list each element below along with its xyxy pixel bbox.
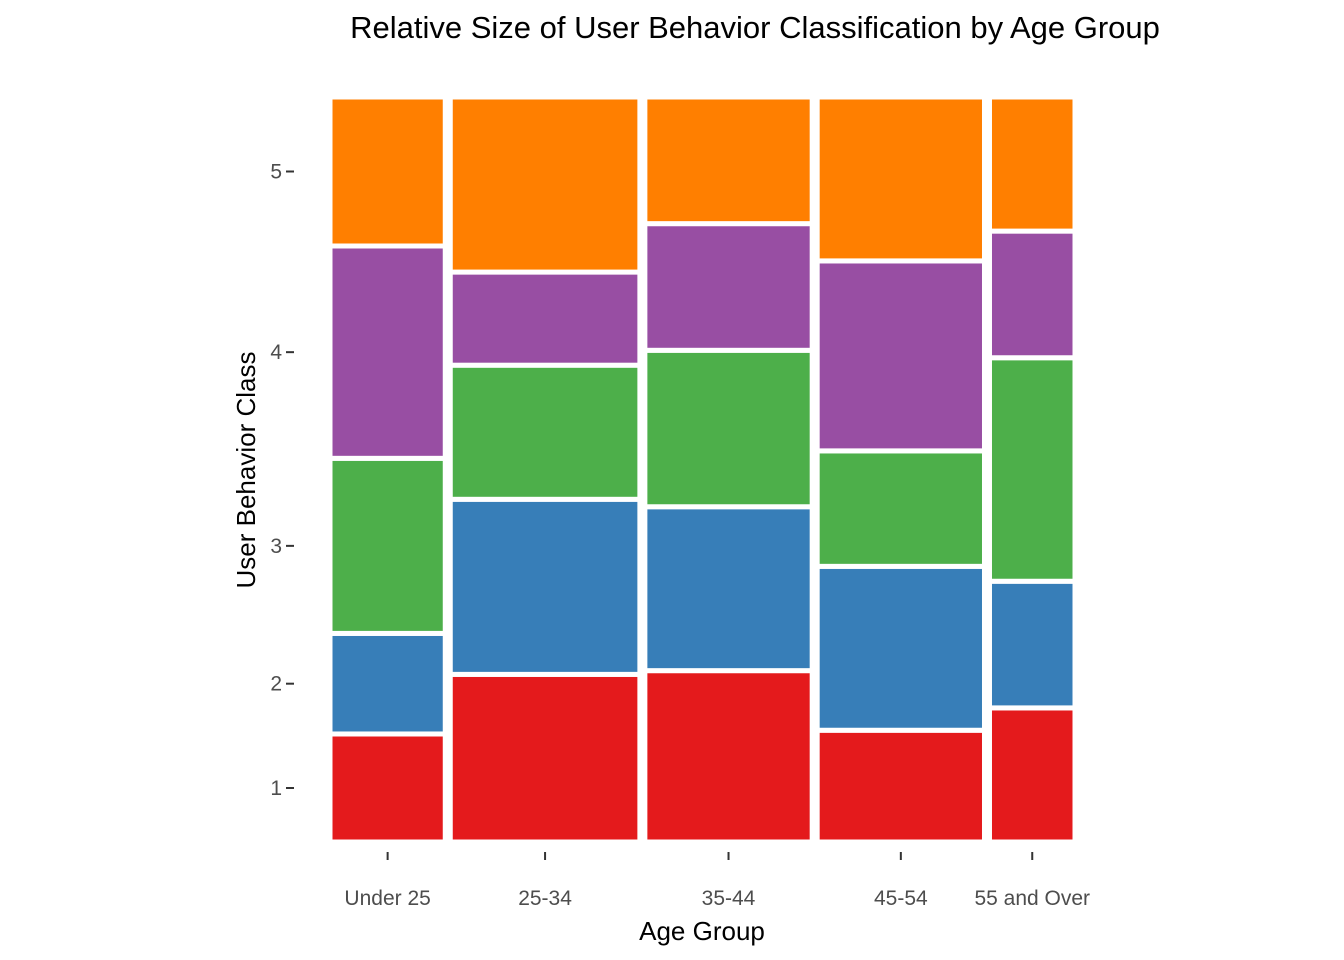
y-tick-label: 1 <box>270 777 282 800</box>
mosaic-tile <box>447 362 643 502</box>
mosaic-tile <box>327 455 448 636</box>
mosaic-tile <box>642 668 815 845</box>
mosaic-tile <box>642 504 815 674</box>
mosaic-tile <box>447 496 643 677</box>
mosaic-tile <box>814 258 987 454</box>
y-axis-title: User Behavior Class <box>231 352 261 589</box>
y-axis: 1 2 3 4 5 <box>270 161 294 800</box>
x-axis: Under 25 25-34 35-44 45-54 55 and Over <box>344 852 1090 910</box>
mosaic-tile <box>642 347 815 510</box>
x-tick-label: 35-44 <box>702 887 756 910</box>
mosaic-tile <box>447 671 643 845</box>
mosaic-tile <box>327 243 448 461</box>
mosaic-tile <box>447 94 643 275</box>
mosaic-tile <box>642 221 815 353</box>
mosaic-tile <box>814 448 987 569</box>
mosaic-tile <box>986 705 1078 845</box>
mosaic-tile <box>814 727 987 845</box>
x-tick-label: 55 and Over <box>974 887 1090 910</box>
x-tick-label: 45-54 <box>874 887 928 910</box>
mosaic-tile <box>814 563 987 733</box>
mosaic-tile <box>642 94 815 227</box>
y-tick-label: 3 <box>270 535 282 558</box>
mosaic-tile <box>327 731 448 845</box>
x-tick-label: Under 25 <box>344 887 430 910</box>
x-tick-label: 25-34 <box>518 887 572 910</box>
mosaic-tile <box>327 94 448 249</box>
x-axis-title: Age Group <box>639 916 765 946</box>
mosaic-tile <box>814 94 987 264</box>
y-tick-label: 2 <box>270 673 282 696</box>
mosaic-tile <box>986 355 1078 584</box>
y-tick-label: 4 <box>270 341 282 364</box>
mosaic-tile <box>986 228 1078 361</box>
y-tick-label: 5 <box>270 161 282 184</box>
mosaic-tile <box>327 630 448 737</box>
mosaic-tile <box>986 94 1078 234</box>
mosaic-tile <box>447 269 643 368</box>
mosaic-tiles <box>327 94 1078 845</box>
mosaic-tile <box>986 578 1078 711</box>
chart-title: Relative Size of User Behavior Classific… <box>350 10 1160 45</box>
